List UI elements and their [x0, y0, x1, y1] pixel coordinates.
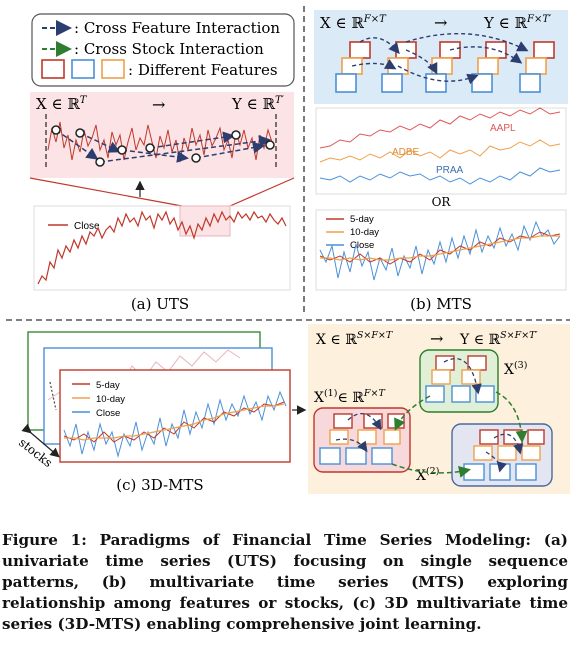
- legend-features: : Different Features: [128, 61, 278, 79]
- mts-stocks-chart: [315, 107, 567, 195]
- mts-feature-stacks: [335, 41, 555, 93]
- mts-legend-close: Close: [350, 240, 374, 251]
- mts-input-label: X ∈ ℝ: [320, 14, 364, 32]
- svg-text:Y ∈ ℝS×F×T′: Y ∈ ℝS×F×T′: [459, 330, 538, 348]
- mts-aapl-series: [319, 107, 561, 149]
- mts-label-aapl: AAPL: [490, 123, 516, 134]
- stocks-axis-arrow-icon: [21, 423, 60, 458]
- mts3d-10day-series: [64, 403, 285, 441]
- svg-text:X ∈ ℝF×T: X ∈ ℝF×T: [320, 14, 387, 32]
- uts-input-label: X ∈ ℝ: [36, 95, 80, 113]
- mts3d-legend-5day: 5-day: [96, 380, 120, 391]
- x3-label: X: [504, 362, 514, 378]
- mts-label-adbe: ADBE: [392, 147, 420, 158]
- uts-pink-region: [30, 92, 294, 178]
- mts-adbe-series: [319, 139, 561, 163]
- legend-cross-feature: : Cross Feature Interaction: [74, 19, 280, 37]
- right3d-input-label: X ∈ ℝ: [316, 332, 357, 348]
- mts-close-series: [319, 220, 561, 281]
- figure-caption: Figure 1: Paradigms of Financial Time Se…: [2, 531, 568, 633]
- mts-label-praa: PRAA: [436, 165, 464, 176]
- mts-arrow: →: [434, 13, 447, 32]
- svg-text:X ∈ ℝT: X ∈ ℝT: [36, 95, 88, 113]
- svg-text:X(2): X(2): [416, 466, 439, 484]
- orange-feature-square-icon: [101, 59, 125, 79]
- uts-interaction-arrows: [55, 129, 271, 163]
- right3d-output-label: Y ∈ ℝ: [459, 332, 501, 348]
- mts-10day-series: [320, 235, 560, 261]
- mts-legend-10day: 10-day: [350, 227, 379, 238]
- mts3d-panel: 5-day 10-day Close stocks (c) 3D-MTS: [16, 331, 307, 494]
- mts3d-legend-close: Close: [96, 408, 120, 419]
- uts-arrow: →: [152, 95, 165, 114]
- mts3d-legend-10day: 10-day: [96, 394, 125, 405]
- svg-text:Y ∈ ℝT′: Y ∈ ℝT′: [231, 95, 285, 113]
- svg-text:X ∈ ℝS×F×T: X ∈ ℝS×F×T: [316, 330, 393, 348]
- mts3d-close-series: [63, 390, 287, 458]
- legend-cross-stock: : Cross Stock Interaction: [74, 40, 264, 58]
- mts-5day-series: [319, 231, 561, 265]
- svg-text:X(3): X(3): [504, 360, 527, 378]
- x2-label: X: [416, 468, 426, 484]
- uts-close-series: [37, 210, 287, 285]
- right3d-arrow: →: [430, 329, 443, 348]
- svg-text:Y ∈ ℝF×T′: Y ∈ ℝF×T′: [483, 14, 552, 32]
- mts-panel: X ∈ ℝF×T → Y ∈ ℝF×T′ AAPL ADBE PRAA OR: [314, 10, 568, 313]
- x1-label: X: [314, 390, 324, 406]
- uts-legend-close: Close: [74, 221, 100, 232]
- mts-caption: (b) MTS: [410, 295, 472, 313]
- mts-output-label: Y ∈ ℝ: [483, 14, 528, 32]
- uts-caption: (a) UTS: [131, 295, 189, 313]
- right3d-panel: X ∈ ℝS×F×T → Y ∈ ℝS×F×T′ X(3) X(1)∈ ℝF×T…: [308, 324, 570, 494]
- uts-panel: X ∈ ℝT → Y ∈ ℝT′ Close (a) UTS: [29, 92, 295, 313]
- mts-interaction-arrows: [351, 32, 529, 85]
- mts-praa-series: [319, 167, 561, 185]
- legend-box: : Cross Feature Interaction : Cross Stoc…: [31, 13, 295, 87]
- blue-feature-square-icon: [71, 59, 95, 79]
- uts-zoom-window: [179, 205, 231, 237]
- uts-output-label: Y ∈ ℝ: [231, 95, 276, 113]
- mts-legend-5day: 5-day: [350, 214, 374, 225]
- cross-stock-arrows: [391, 391, 528, 478]
- svg-text:X(1)∈ ℝF×T: X(1)∈ ℝF×T: [314, 388, 385, 406]
- uts-chart-frame: [33, 205, 291, 291]
- stock-layer-red: [59, 369, 291, 463]
- mts3d-caption: (c) 3D-MTS: [116, 476, 203, 494]
- mts-or-label: OR: [432, 195, 452, 209]
- red-feature-square-icon: [41, 59, 65, 79]
